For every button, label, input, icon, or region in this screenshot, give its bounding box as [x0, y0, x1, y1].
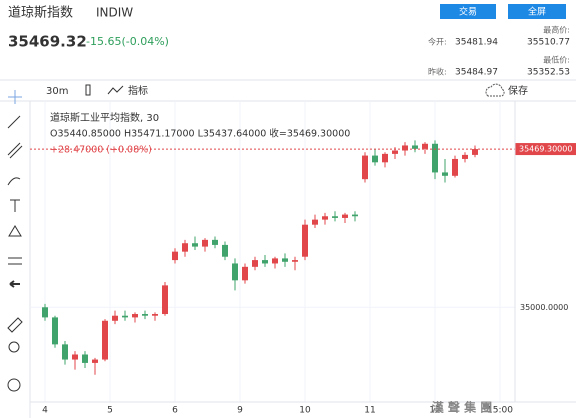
- candle-body: [432, 143, 438, 173]
- candle-body: [302, 224, 308, 257]
- candle-body: [382, 153, 388, 163]
- fullscreen-label[interactable]: 全屏: [528, 6, 546, 18]
- y-tick-label: 35000.0000: [520, 303, 568, 312]
- candle-body: [72, 354, 78, 360]
- stat-value: 35481.94: [455, 38, 498, 48]
- stat-value: 35510.77: [527, 38, 570, 48]
- x-tick-label: 9: [237, 406, 243, 416]
- candle-body: [272, 258, 278, 264]
- candle-body: [222, 244, 228, 257]
- candle-body: [92, 359, 98, 363]
- candle-body: [282, 258, 288, 262]
- x-tick-label: 11: [364, 406, 375, 416]
- stat-label: 最低价:: [543, 55, 570, 65]
- candle-body: [392, 150, 398, 154]
- candle-body: [152, 314, 158, 316]
- x-tick-label: 6: [172, 406, 178, 416]
- stat-label: 今开:: [428, 37, 447, 47]
- drawing-tools[interactable]: [7, 90, 23, 392]
- stat-value: 35352.53: [527, 68, 570, 78]
- indicator-icon[interactable]: [107, 85, 124, 95]
- candle-body: [82, 354, 88, 363]
- candle-body: [332, 216, 338, 218]
- candle-body: [262, 260, 268, 264]
- candle-body: [42, 307, 48, 318]
- x-tick-label: 12: [429, 406, 440, 416]
- candle-body: [142, 314, 148, 316]
- candle-body: [472, 149, 478, 155]
- candle-body: [202, 239, 208, 247]
- candle-body: [372, 155, 378, 163]
- stat-label: 昨收:: [428, 67, 447, 77]
- ohlc: O35440.85000 H35471.17000 L35437.64000 收…: [50, 128, 350, 140]
- cloud-icon[interactable]: [485, 83, 505, 97]
- title: 道琼斯指数: [8, 6, 73, 21]
- x-tick-label: 15:00: [487, 406, 513, 416]
- candle-body: [362, 155, 368, 180]
- candle-body: [292, 260, 298, 262]
- candle-body: [402, 145, 408, 151]
- x-tick-label: 4: [42, 406, 48, 416]
- candle-body: [252, 260, 258, 267]
- save[interactable]: 保存: [508, 84, 528, 97]
- fullscreen-button[interactable]: [508, 4, 566, 19]
- price-change: -15.65(-0.04%): [86, 35, 169, 48]
- symbol: INDIW: [96, 6, 133, 20]
- candle-body: [172, 251, 178, 261]
- candle-body: [462, 154, 468, 159]
- x-tick-label: 5: [107, 406, 113, 416]
- candle-body: [312, 219, 318, 225]
- watermark: 漢 聲 集 團: [432, 400, 493, 415]
- interval[interactable]: 30m: [46, 86, 68, 97]
- candle-body: [232, 263, 238, 281]
- candle-body: [122, 315, 128, 318]
- candle-body: [112, 315, 118, 321]
- price: 35469.32: [8, 33, 87, 51]
- candle-body: [342, 214, 348, 218]
- candle-body: [412, 145, 418, 149]
- last-price-box: [515, 143, 576, 156]
- indicators[interactable]: 指标: [128, 84, 148, 97]
- candle-body: [322, 216, 328, 220]
- candle-body: [212, 239, 218, 245]
- stat-label: 最高价:: [543, 25, 570, 35]
- candle-body: [422, 143, 428, 149]
- candle-body: [102, 320, 108, 360]
- trade-label[interactable]: 交易: [459, 6, 477, 18]
- candle-body: [132, 314, 138, 318]
- candle-body: [62, 344, 68, 360]
- stat-value: 35484.97: [455, 68, 498, 78]
- candle-body: [52, 317, 58, 345]
- candle-body: [242, 266, 248, 281]
- candle-body: [352, 214, 358, 217]
- candle-body: [452, 158, 458, 176]
- trade-button[interactable]: [440, 4, 496, 19]
- legend-title: 道琼斯工业平均指数, 30: [50, 111, 159, 124]
- last-price-label: 35469.30000: [519, 145, 572, 154]
- change: +28.47000 (+0.08%): [50, 145, 152, 156]
- chart-type-icon[interactable]: [85, 84, 91, 96]
- candle-body: [162, 285, 168, 315]
- candle-body: [182, 243, 188, 252]
- candle-body: [442, 172, 448, 176]
- candle-body: [192, 243, 198, 247]
- x-tick-label: 10: [299, 406, 311, 416]
